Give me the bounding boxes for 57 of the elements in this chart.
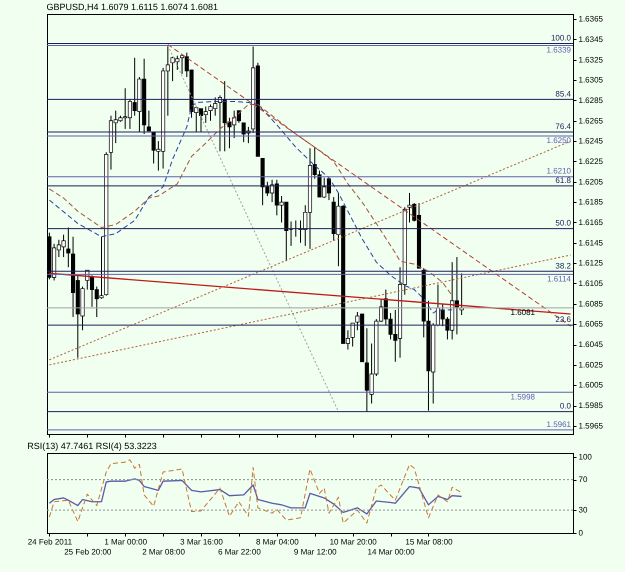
y-tick-label: 1.6065 <box>578 320 604 329</box>
x-tick-label: 25 Feb 20:00 <box>64 548 112 556</box>
annotation: 50.0 <box>555 218 572 228</box>
x-tick-label: 3 Mar 16:00 <box>180 538 224 546</box>
line-series <box>48 478 462 515</box>
y-tick-label: 1.6365 <box>578 14 604 24</box>
y-tick-label: 1.6205 <box>578 177 604 186</box>
x-tick-label: 6 Mar 22:00 <box>218 548 262 556</box>
annotation: 38.2 <box>555 261 572 270</box>
y-tick-label: 1.6025 <box>578 360 604 370</box>
x-tick-label: 10 Mar 20:00 <box>330 538 378 546</box>
y-tick-label: 1.5965 <box>578 421 604 430</box>
x-tick-label: 15 Mar 08:00 <box>405 538 454 546</box>
x-tick-label: 2 Mar 08:00 <box>142 548 186 556</box>
chart-title: RSI(13) 47.7461 RSI(4) 53.3223 <box>27 440 157 451</box>
y-tick-label: 1.6145 <box>578 238 604 248</box>
y-tick-label: 1.6105 <box>578 278 604 288</box>
ref-line-label: 1.6081 <box>510 308 536 317</box>
x-tick-label: 1 Mar 00:00 <box>104 538 148 546</box>
y-tick-label: 1.6185 <box>578 198 604 207</box>
y-tick-label: 1.6165 <box>578 218 604 227</box>
annotation: 85.4 <box>555 89 572 98</box>
ref-line-label: 1.5998 <box>510 392 536 402</box>
y-tick-label: 1.5985 <box>578 401 604 410</box>
y-tick-label: 1.6125 <box>578 258 604 268</box>
y-tick-label: 1.6005 <box>578 380 604 390</box>
annotation: 100.0 <box>550 33 572 42</box>
ref-line-label: 1.6210 <box>546 166 572 176</box>
y-tick-label: 1.6225 <box>578 156 604 166</box>
y-tick-label: 1.6245 <box>578 136 604 146</box>
annotation: 0.0 <box>560 402 572 411</box>
line-series <box>48 459 462 524</box>
annotation: 76.4 <box>555 122 572 131</box>
ref-line-label: 1.6114 <box>547 274 572 284</box>
y-tick-label: 1.6045 <box>578 340 604 350</box>
annotation: 23.6 <box>555 315 572 324</box>
y-tick-label: 1.6325 <box>578 55 604 64</box>
y-tick-label: 0 <box>578 528 584 538</box>
x-tick-label: 9 Mar 12:00 <box>294 548 338 556</box>
y-tick-label: 70 <box>578 475 588 484</box>
ref-line-label: 1.6250 <box>546 136 572 146</box>
candlestick <box>146 110 151 132</box>
y-tick-label: 1.6265 <box>578 116 604 126</box>
chart-title: GBPUSD,H4 1.6079 1.6115 1.6074 1.6081 <box>46 2 218 12</box>
y-tick-label: 1.6285 <box>578 96 604 105</box>
ref-line-label: 1.5961 <box>546 420 572 429</box>
y-tick-label: 1.6345 <box>578 34 604 44</box>
y-tick-label: 1.6305 <box>578 76 604 85</box>
x-tick-label: 24 Feb 2011 <box>28 538 73 546</box>
ref-line-label: 1.6339 <box>546 46 572 55</box>
x-tick-label: 8 Mar 04:00 <box>256 538 300 546</box>
y-tick-label: 30 <box>578 506 588 515</box>
y-tick-label: 100 <box>578 452 592 462</box>
candlestick <box>66 227 70 268</box>
annotation: 61.8 <box>555 176 572 185</box>
x-tick-label: 14 Mar 00:00 <box>367 548 416 556</box>
y-tick-label: 1.6085 <box>578 299 604 308</box>
